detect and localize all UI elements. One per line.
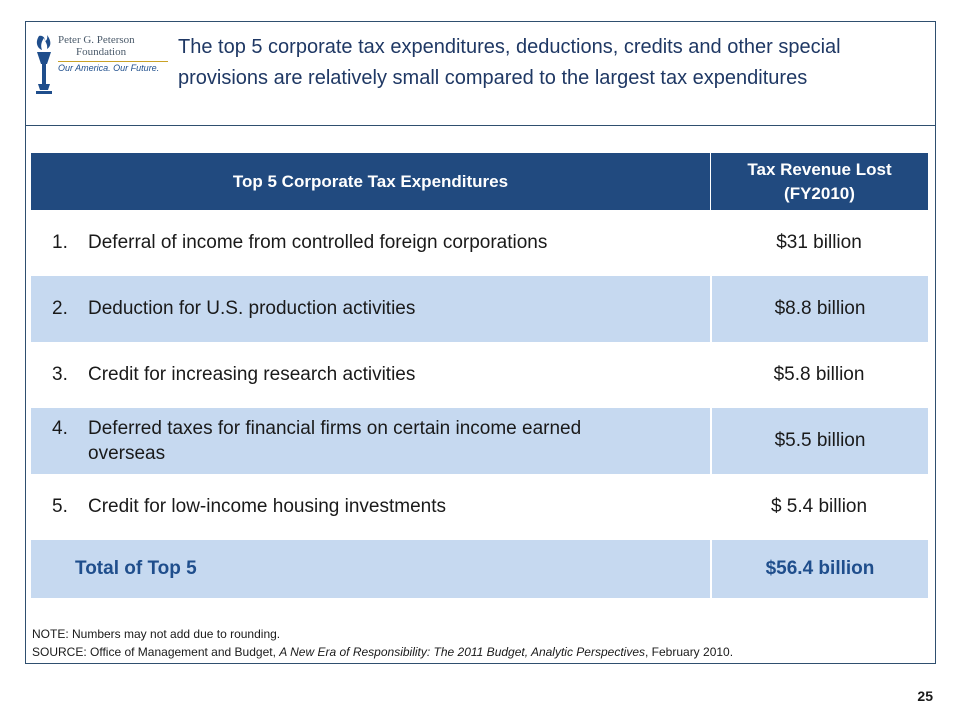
- row-number: 5.: [52, 496, 68, 517]
- header-expenditures: Top 5 Corporate Tax Expenditures: [232, 171, 509, 191]
- header-revenue-lost: Tax Revenue Lost (FY2010): [710, 153, 928, 210]
- row-label-line2: overseas: [88, 443, 166, 464]
- source-title: A New Era of Responsibility: The 2011 Bu…: [279, 645, 645, 659]
- row-label-line1: Deferred taxes for financial firms on ce…: [88, 418, 582, 439]
- header-divider: [25, 125, 936, 126]
- row-number: 4.: [52, 418, 68, 439]
- table-row: 1. Deferral of income from controlled fo…: [31, 210, 928, 276]
- page-number: 25: [917, 688, 933, 704]
- source-suffix: , February 2010.: [645, 645, 734, 659]
- logo-tagline: Our America. Our Future.: [58, 61, 168, 74]
- table-total-row: Total of Top 5 $56.4 billion: [31, 540, 928, 598]
- tax-expenditures-table: Top 5 Corporate Tax Expenditures Tax Rev…: [31, 153, 928, 598]
- source-prefix: SOURCE: Office of Management and Budget,: [32, 645, 280, 659]
- row-value: $31 billion: [776, 232, 862, 253]
- peterson-foundation-logo: Peter G. Peterson Foundation Our America…: [33, 30, 168, 100]
- logo-name-line1: Peter G. Peterson: [58, 34, 135, 46]
- row-label: Deduction for U.S. production activities: [88, 298, 416, 319]
- footnote: NOTE: Numbers may not add due to roundin…: [32, 625, 927, 661]
- table-row: 5. Credit for low-income housing investm…: [31, 474, 928, 540]
- header-revenue-lost-line2: (FY2010): [784, 183, 855, 203]
- slide-title: The top 5 corporate tax expenditures, de…: [178, 36, 841, 89]
- row-number: 1.: [52, 232, 68, 253]
- row-number: 3.: [52, 364, 68, 385]
- row-value: $5.8 billion: [773, 364, 865, 385]
- total-label: Total of Top 5: [75, 558, 197, 579]
- torch-icon: [36, 35, 52, 94]
- row-value: $8.8 billion: [710, 276, 928, 342]
- table-row: 2. Deduction for U.S. production activit…: [31, 276, 928, 342]
- total-value: $56.4 billion: [710, 540, 928, 598]
- logo-name-line2: Foundation: [76, 46, 127, 58]
- row-number: 2.: [52, 298, 68, 319]
- row-value: $ 5.4 billion: [770, 496, 868, 517]
- note-line: NOTE: Numbers may not add due to roundin…: [32, 627, 281, 641]
- header-revenue-lost-line1: Tax Revenue Lost: [747, 159, 892, 179]
- slide-frame: [25, 21, 936, 664]
- table-row: 4. Deferred taxes for financial firms on …: [31, 408, 928, 474]
- row-value: $5.5 billion: [710, 408, 928, 474]
- row-label: Credit for low-income housing investment…: [88, 496, 446, 517]
- source-line: SOURCE: Office of Management and Budget,…: [32, 643, 927, 661]
- table-header-row: Top 5 Corporate Tax Expenditures Tax Rev…: [31, 153, 928, 210]
- row-label: Credit for increasing research activitie…: [88, 364, 416, 385]
- table-row: 3. Credit for increasing research activi…: [31, 342, 928, 408]
- row-label: Deferral of income from controlled forei…: [88, 232, 548, 253]
